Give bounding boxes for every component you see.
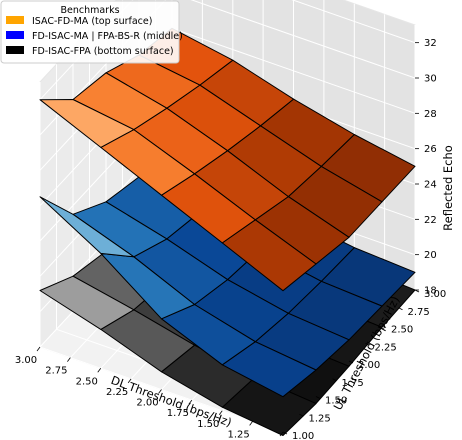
- x-tick-mark: [127, 378, 132, 384]
- legend-swatch-2: [6, 46, 24, 54]
- y-tick-label: 2.25: [375, 342, 397, 353]
- x-tick-mark: [67, 357, 71, 362]
- y-tick-mark: [365, 342, 370, 346]
- y-tick-mark: [315, 396, 321, 399]
- surface-0: [39, 27, 416, 292]
- y-tick-mark: [332, 378, 337, 382]
- x-tick-mark: [188, 399, 193, 405]
- x-tick-mark: [158, 389, 162, 394]
- x-tick-label: 1.50: [197, 419, 219, 430]
- legend-entry-0: ISAC-FD-MA (top surface): [32, 16, 152, 27]
- surface-1-patch: [39, 196, 135, 258]
- y-tick-label: 2.50: [391, 325, 413, 336]
- z-tick-label: 32: [424, 38, 437, 49]
- z-tick-label: 24: [424, 180, 437, 191]
- x-tick-label: 1.25: [227, 429, 249, 440]
- z-tick-label: 28: [424, 109, 437, 120]
- z-axis-label: Reflected Echo: [441, 145, 455, 231]
- x-tick-mark: [97, 368, 102, 373]
- y-tick-label: 2.75: [408, 307, 430, 318]
- z-tick-label: 30: [424, 74, 437, 85]
- legend: Benchmarks ISAC-FD-MA (top surface) FD-I…: [0, 0, 183, 64]
- legend-box: [0, 0, 180, 64]
- z-tick-label: 26: [424, 144, 437, 155]
- x-tick-label: 2.25: [106, 387, 128, 398]
- x-tick-mark: [36, 346, 41, 352]
- legend-entry-1: FD-ISAC-MA | FPA-BS-R (middle): [32, 31, 183, 42]
- x-tick-label: 2.75: [45, 366, 67, 377]
- grid-line-z: [39, 0, 416, 136]
- y-tick-mark: [398, 307, 403, 311]
- legend-entry-2: FD-ISAC-FPA (bottom surface): [32, 46, 174, 57]
- y-tick-label: 1.50: [325, 396, 347, 407]
- y-tick-label: 3.00: [424, 289, 446, 300]
- y-tick-label: 1.75: [342, 378, 364, 389]
- y-tick-mark: [381, 325, 387, 328]
- x-tick-mark: [279, 431, 284, 437]
- x-tick-label: 1.75: [167, 408, 189, 419]
- x-tick-label: 2.00: [136, 398, 158, 409]
- x-tick-label: 2.50: [76, 376, 98, 387]
- y-tick-label: 2.00: [358, 360, 380, 371]
- z-tick-label: 18: [424, 286, 437, 297]
- z-tick-label: 22: [424, 215, 437, 226]
- surfaces: [39, 27, 416, 436]
- z-tick-label: 20: [424, 250, 437, 261]
- axis-ticks: 3.002.752.502.252.001.751.501.251.001.00…: [15, 38, 446, 440]
- x-tick-mark: [249, 421, 253, 426]
- y-tick-label: 1.25: [309, 413, 331, 424]
- surface-0-patch: [39, 99, 135, 148]
- y-tick-mark: [282, 431, 288, 435]
- legend-title: Benchmarks: [60, 5, 119, 16]
- legend-swatch-1: [6, 31, 24, 39]
- surface-2-patch: [39, 275, 135, 330]
- x-tick-mark: [218, 410, 223, 415]
- legend-swatch-0: [6, 16, 24, 24]
- y-tick-mark: [348, 360, 354, 364]
- y-tick-mark: [299, 413, 304, 417]
- x-tick-label: 3.00: [15, 355, 37, 366]
- y-tick-label: 1.00: [292, 431, 314, 440]
